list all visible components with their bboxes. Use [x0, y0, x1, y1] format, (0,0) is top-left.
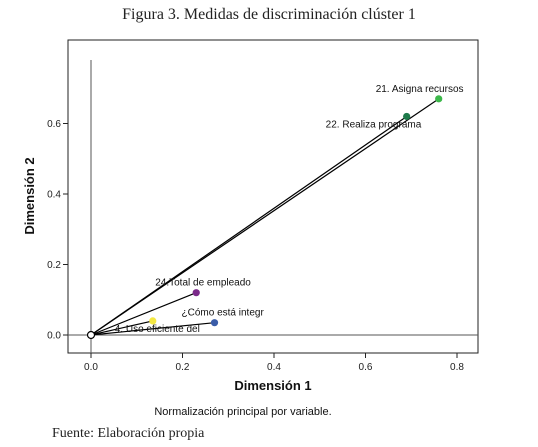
data-points — [86, 95, 443, 340]
origin-marker — [86, 330, 96, 340]
y-tick-label: 0.4 — [47, 190, 61, 201]
vector-line — [90, 115, 408, 336]
point-label: 22. Realiza programa — [326, 119, 422, 130]
plot-frame — [67, 39, 479, 354]
figure-title: Figura 3. Medidas de discriminación clús… — [122, 6, 416, 23]
y-tick-label: 0.6 — [47, 119, 61, 130]
x-tick-label: 0.6 — [359, 362, 373, 373]
reference-lines — [68, 60, 478, 353]
point-labels: 21. Asigna recursos 22. Realiza programa 2… — [115, 84, 464, 335]
x-tick-label: 0.0 — [84, 362, 98, 373]
chart-footnote: Normalización principal por variable. — [154, 406, 331, 418]
point-label: 24.Total de empleado — [155, 278, 251, 289]
vector-line — [90, 292, 197, 336]
point-label: 4. Uso eficiente del — [115, 324, 200, 335]
y-axis-title: Dimensión 2 — [22, 157, 37, 234]
x-tick-label: 0.8 — [450, 362, 464, 373]
point-label: 21. Asigna recursos — [376, 84, 464, 95]
x-axis-ticks: 0.0 0.2 0.4 0.6 0.8 — [84, 353, 464, 373]
y-axis-ticks: 0.0 0.2 0.4 0.6 — [47, 119, 68, 342]
data-point — [435, 95, 443, 103]
data-point — [210, 319, 219, 327]
x-axis-title: Dimensión 1 — [234, 378, 311, 393]
data-point — [192, 289, 200, 297]
x-tick-label: 0.2 — [176, 362, 190, 373]
data-point — [403, 112, 411, 121]
point-label: ¿Cómo está integr — [182, 308, 265, 319]
vector-line — [90, 320, 153, 336]
vector-line — [90, 98, 440, 336]
vectors — [90, 98, 440, 336]
y-tick-label: 0.0 — [47, 331, 61, 342]
data-point — [149, 317, 157, 325]
vector-line — [90, 322, 215, 336]
x-tick-label: 0.4 — [267, 362, 281, 373]
figure-source: Fuente: Elaboración propia — [52, 426, 205, 441]
y-tick-label: 0.2 — [47, 260, 61, 271]
